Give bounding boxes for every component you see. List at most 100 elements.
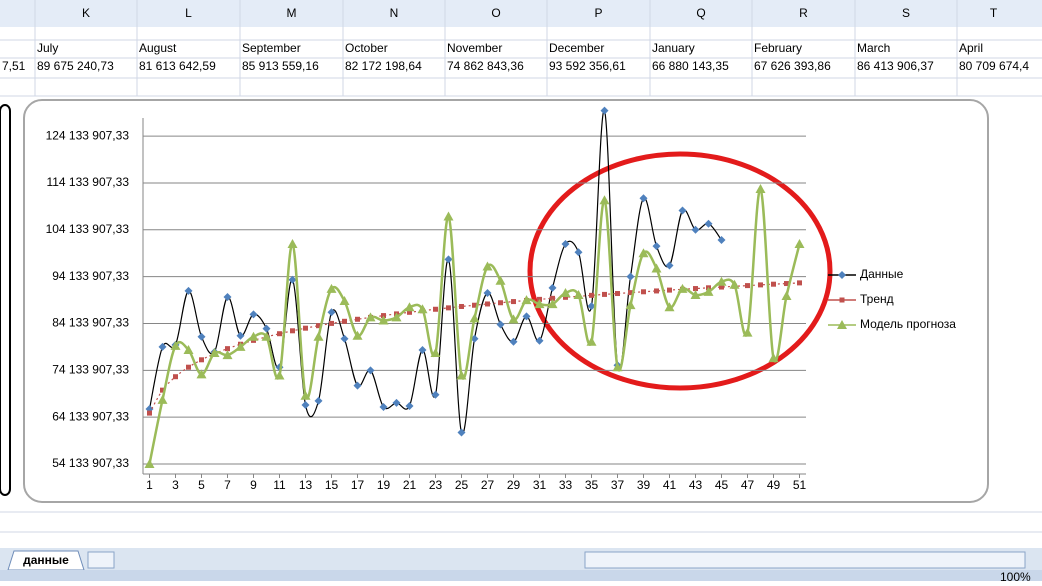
point <box>485 301 490 307</box>
point <box>652 242 661 251</box>
point <box>561 240 570 249</box>
point <box>548 283 557 292</box>
value-cell: 86 413 906,37 <box>857 59 934 73</box>
point <box>290 328 295 334</box>
point <box>716 276 727 286</box>
point <box>719 284 724 290</box>
x-tick-label: 45 <box>715 478 729 492</box>
point <box>651 263 662 273</box>
point <box>781 291 792 300</box>
month-cell: November <box>447 41 502 55</box>
column-letter: T <box>990 6 998 20</box>
point <box>418 345 427 354</box>
x-tick-label: 13 <box>299 478 313 492</box>
column-letter: Q <box>696 6 705 20</box>
value-cell: 85 913 559,16 <box>242 59 319 73</box>
h-scrollbar[interactable] <box>584 551 1026 569</box>
point <box>483 288 492 297</box>
point <box>563 294 568 300</box>
point <box>784 281 789 287</box>
point <box>550 295 555 301</box>
point <box>342 318 347 324</box>
point <box>274 370 285 380</box>
point <box>641 289 646 295</box>
x-tick-label: 1 <box>146 478 153 492</box>
point <box>379 402 388 411</box>
point <box>691 225 700 234</box>
point <box>303 325 308 331</box>
x-tick-label: 23 <box>429 478 443 492</box>
x-tick-label: 29 <box>507 478 521 492</box>
other-object <box>0 104 11 496</box>
point <box>482 261 493 271</box>
column-letter: N <box>390 6 399 20</box>
point <box>768 353 779 363</box>
point <box>329 320 334 326</box>
point <box>288 275 297 284</box>
point <box>327 308 336 317</box>
y-tick-label: 124 133 907,33 <box>46 128 130 142</box>
point <box>599 195 610 205</box>
legend-marker <box>837 320 847 329</box>
x-tick-label: 19 <box>377 478 391 492</box>
point <box>300 390 311 400</box>
point <box>797 280 802 286</box>
sheet-tab-label[interactable]: данные <box>23 553 69 567</box>
point <box>522 312 531 321</box>
x-tick-label: 17 <box>351 478 365 492</box>
point <box>459 303 464 309</box>
month-cell: August <box>139 41 177 55</box>
x-tick-label: 7 <box>224 478 231 492</box>
value-cell: 81 613 642,59 <box>139 59 216 73</box>
month-cell: December <box>549 41 604 55</box>
point <box>639 194 648 203</box>
status-bar <box>0 570 1042 581</box>
point <box>225 346 230 352</box>
point <box>755 184 766 194</box>
value-cell: 89 675 240,73 <box>37 59 114 73</box>
x-tick-label: 39 <box>637 478 651 492</box>
column-letter: R <box>799 6 808 20</box>
point <box>612 362 623 372</box>
point <box>365 312 376 322</box>
point <box>693 286 698 292</box>
point <box>729 279 740 289</box>
point <box>573 289 584 299</box>
point <box>378 315 389 325</box>
point <box>262 324 271 333</box>
point <box>173 374 178 380</box>
point <box>443 211 454 221</box>
point <box>665 261 674 270</box>
point <box>314 396 323 405</box>
y-tick-label: 64 133 907,33 <box>52 409 129 423</box>
value-cell: 80 709 674,4 <box>959 59 1029 73</box>
legend-label: Данные <box>860 267 904 281</box>
point <box>626 272 635 281</box>
point <box>340 334 349 343</box>
point <box>456 370 467 380</box>
x-tick-label: 43 <box>689 478 703 492</box>
point <box>586 336 597 346</box>
point <box>664 302 675 312</box>
point <box>366 366 375 375</box>
month-cell: April <box>959 41 983 55</box>
value-cell: 67 626 393,86 <box>754 59 831 73</box>
point <box>184 286 193 295</box>
y-tick-label: 84 133 907,33 <box>52 316 129 330</box>
x-tick-label: 37 <box>611 478 625 492</box>
x-tick-label: 51 <box>793 478 807 492</box>
value-cell: 66 880 143,35 <box>652 59 729 73</box>
month-cell: February <box>754 41 802 55</box>
point <box>638 248 649 258</box>
point <box>391 312 402 322</box>
y-tick-label: 104 133 907,33 <box>46 222 130 236</box>
x-tick-label: 9 <box>250 478 257 492</box>
point <box>261 331 272 341</box>
point <box>678 206 687 215</box>
y-tick-label: 74 133 907,33 <box>52 362 129 376</box>
point <box>534 299 545 309</box>
point <box>277 331 282 337</box>
new-sheet-tab[interactable] <box>87 551 115 569</box>
x-tick-label: 35 <box>585 478 599 492</box>
x-tick-label: 27 <box>481 478 495 492</box>
